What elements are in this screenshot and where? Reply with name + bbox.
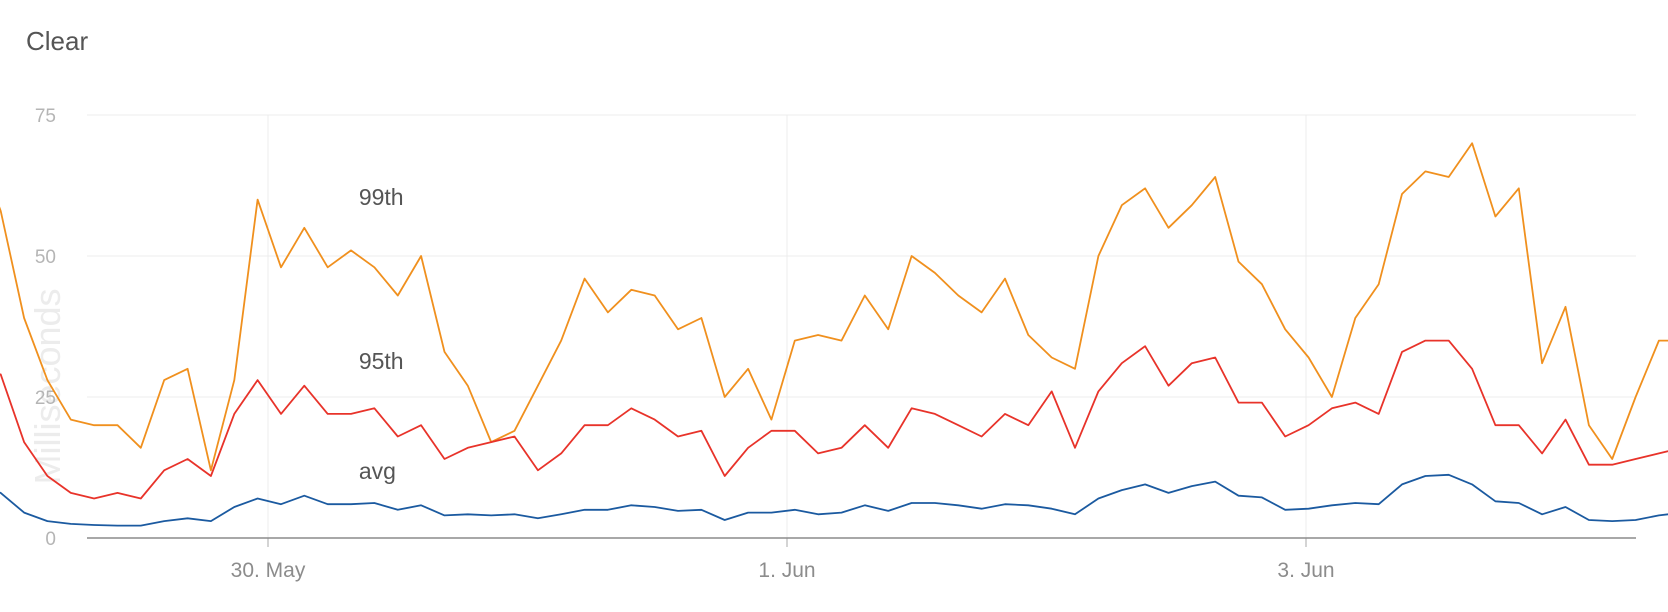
x-tick-label: 3. Jun [1277,559,1334,582]
chart-title: Clear [26,26,89,56]
y-tick-label: 0 [45,529,56,550]
series-label-99th: 99th [359,184,404,210]
series-line-95th [0,339,1668,500]
y-tick-label: 75 [35,106,56,127]
series-layer [0,142,1668,527]
x-tick-label: 30. May [231,559,306,582]
series-line-99th [0,142,1668,472]
x-tick-label: 1. Jun [758,559,815,582]
y-tick-label: 50 [35,247,56,268]
series-line-avg [0,473,1668,527]
y-tick-label: 25 [35,388,56,409]
series-label-avg: avg [359,458,396,484]
y-axis-label: Milliseconds [27,288,68,484]
series-label-95th: 95th [359,348,404,374]
grid-layer [87,114,1636,538]
series-labels-layer: 99th 95th avg [359,184,404,484]
